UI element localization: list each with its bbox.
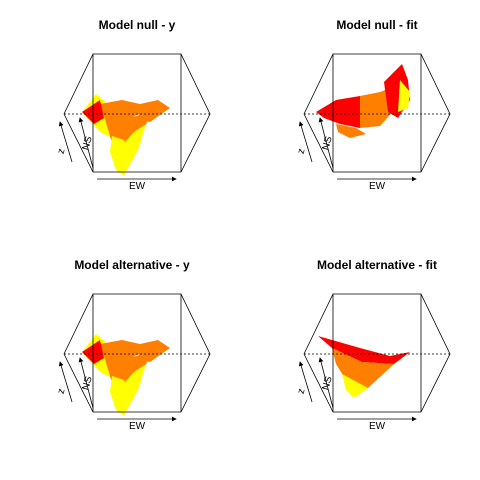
wireframe-box	[63, 53, 211, 173]
surface	[82, 94, 170, 176]
z-axis-arrow	[298, 361, 313, 403]
y-axis-label: NS	[80, 135, 94, 152]
z-axis-arrow	[298, 121, 313, 163]
y-axis-label: NS	[320, 375, 334, 392]
panel-model-null-fit: Model null - fit EW NS z	[296, 18, 451, 192]
z-axis-label: z	[296, 148, 308, 156]
ns-axis-arrow	[318, 357, 334, 409]
axis-arrows	[58, 357, 177, 422]
x-axis-label: EW	[369, 421, 386, 432]
ns-axis-arrow	[318, 117, 334, 169]
surface-facet	[336, 124, 366, 138]
panel-title: Model null - y	[99, 18, 176, 32]
ns-axis-arrow	[78, 357, 94, 409]
wireframe-box	[303, 53, 451, 173]
surface-facet	[100, 100, 144, 122]
surface-facet	[318, 336, 410, 364]
panel-title: Model alternative - y	[74, 258, 190, 272]
x-axis-label: EW	[129, 421, 146, 432]
wireframe-box	[63, 293, 211, 413]
surface	[318, 336, 410, 398]
z-axis-arrow	[58, 121, 73, 163]
surface-facet	[100, 340, 144, 362]
surface-facet	[398, 80, 410, 112]
panel-model-null-y: Model null - y EW NS z	[56, 18, 211, 192]
z-axis-label: z	[296, 388, 308, 396]
ns-axis-arrow	[78, 117, 94, 169]
surface-facet	[316, 96, 360, 128]
wireframe-box	[303, 293, 451, 413]
surface	[82, 334, 170, 416]
surface-facet	[118, 124, 146, 168]
z-axis-arrow	[58, 361, 73, 403]
panel-title: Model null - fit	[336, 18, 417, 32]
surface-facet	[342, 374, 368, 398]
y-axis-label: NS	[320, 135, 334, 152]
x-axis-label: EW	[369, 181, 386, 192]
surface-facet	[118, 364, 146, 408]
y-axis-label: NS	[80, 375, 94, 392]
x-axis-label: EW	[129, 181, 146, 192]
axis-arrows	[58, 117, 177, 182]
panel-model-alternative-y: Model alternative - y EW NS z	[56, 258, 211, 432]
panel-model-alternative-fit: Model alternative - fit EW NS z	[296, 258, 451, 432]
z-axis-label: z	[56, 148, 68, 156]
axis-arrows	[298, 357, 417, 422]
axis-arrows	[298, 117, 417, 182]
surface	[316, 64, 410, 138]
panel-title: Model alternative - fit	[317, 258, 437, 272]
z-axis-label: z	[56, 388, 68, 396]
